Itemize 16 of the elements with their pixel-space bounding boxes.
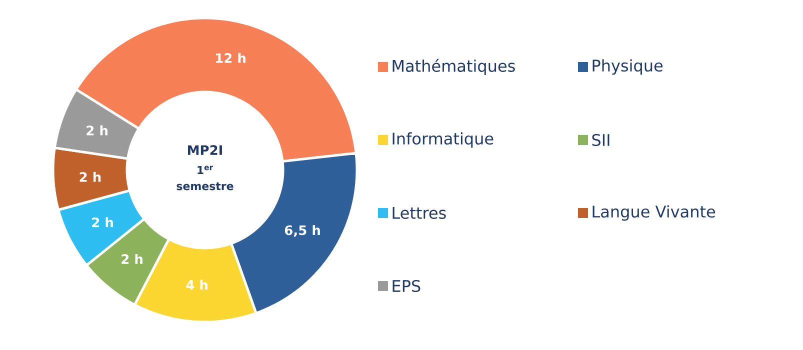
text: MP2I xyxy=(188,145,222,155)
data-label: 2 h xyxy=(86,125,108,136)
data-label: 12 h xyxy=(216,52,246,63)
legend-label: SII xyxy=(592,134,610,146)
legend-label: Informatique xyxy=(392,132,494,148)
data-label: 2 h xyxy=(92,217,113,228)
data-label: 6,5 h xyxy=(284,225,320,237)
legend-label: Mathématiques xyxy=(392,58,515,76)
text: 1$^{er}$ semestre xyxy=(176,166,234,190)
data-label: 2 h xyxy=(122,254,142,264)
data-label: 2 h xyxy=(80,172,101,182)
legend-label: Physique xyxy=(592,59,663,75)
legend-label: Langue Vivante xyxy=(592,205,716,221)
legend-label: EPS xyxy=(392,280,420,292)
data-label: 4 h xyxy=(186,280,208,290)
legend-label: Lettres xyxy=(392,207,446,219)
